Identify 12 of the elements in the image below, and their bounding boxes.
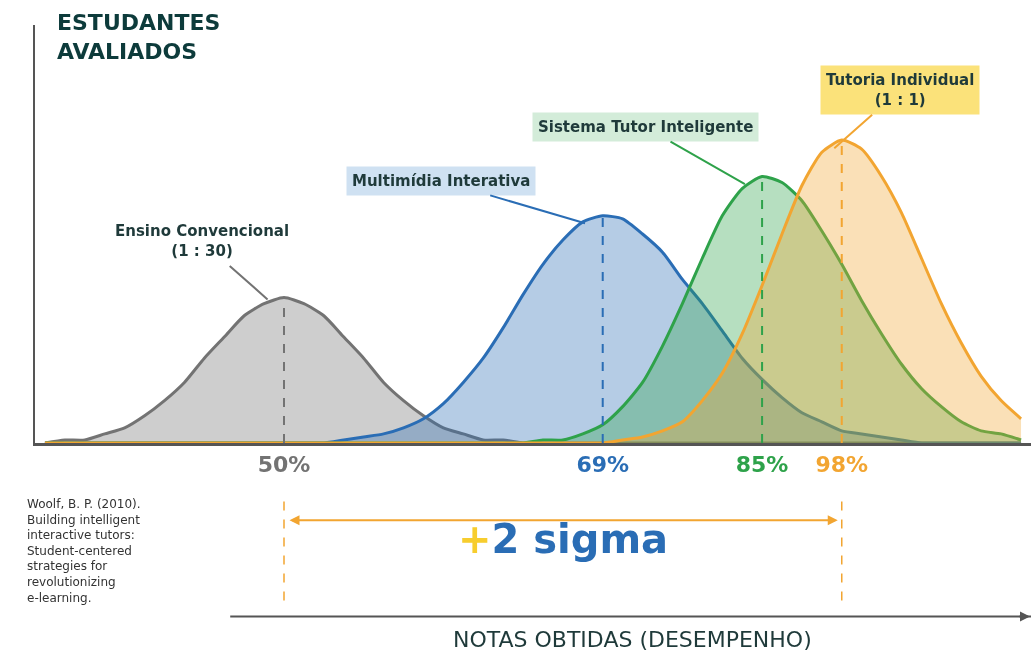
y-axis-title: ESTUDANTES AVALIADOS: [57, 10, 221, 64]
text: NOTAS OBTIDAS (DESEMPENHO): [453, 627, 812, 652]
text: Ensino Convencional (1 : 30): [115, 222, 290, 260]
text: +2 sigma: [458, 516, 669, 562]
x-tick-label: 98%: [815, 452, 869, 478]
x-tick-label: 69%: [576, 452, 630, 478]
text: Tutoria Individual (1 : 1): [826, 71, 975, 109]
x-tick-label: 85%: [735, 452, 789, 478]
x-tick-label: 50%: [257, 452, 311, 478]
text: Sistema Tutor Inteligente: [538, 118, 754, 136]
text: Multimídia Interativa: [352, 172, 531, 190]
text: Woolf, B. P. (2010). Building intelligent interactive tutors: Student-centered strategies for revolutionizing e-learning.: [27, 497, 141, 605]
